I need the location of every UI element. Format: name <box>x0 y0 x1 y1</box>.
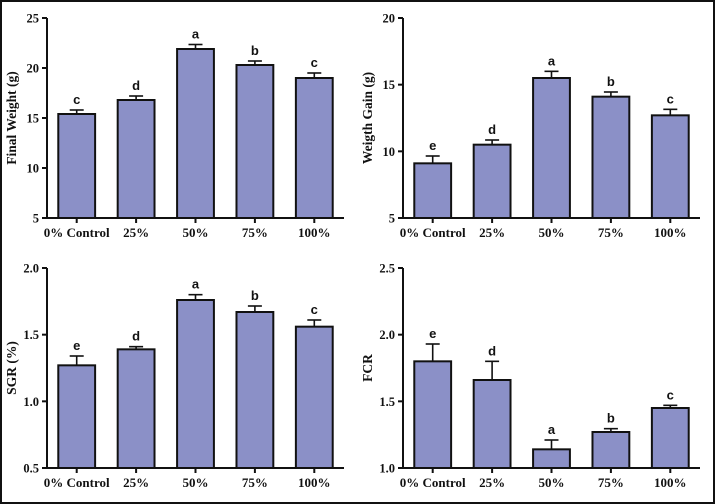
sig-letter: c <box>666 91 673 106</box>
x-category-label: 75% <box>598 225 624 240</box>
sig-letter: b <box>607 411 615 426</box>
bar-75% <box>591 431 631 469</box>
bar-25% <box>472 379 512 469</box>
x-category-label: 50% <box>183 225 209 240</box>
y-tick-label: 2.0 <box>24 262 40 276</box>
bar-25% <box>116 348 156 469</box>
sig-letter: c <box>73 92 80 107</box>
bar-0% Control <box>413 360 452 469</box>
x-category-label: 0% Control <box>44 225 110 240</box>
sig-letter: b <box>251 288 259 303</box>
x-category-label: 50% <box>538 475 564 490</box>
sig-letter: e <box>73 338 80 353</box>
bar-0% Control <box>57 364 97 469</box>
x-category-label: 75% <box>242 225 268 240</box>
x-category-label: 100% <box>298 225 331 240</box>
y-tick-label: 15 <box>382 78 395 92</box>
sig-letter: e <box>429 138 436 153</box>
y-axis-label: Weigth Gain (g) <box>360 72 375 164</box>
x-category-label: 25% <box>479 475 505 490</box>
x-category-label: 100% <box>654 225 687 240</box>
y-tick-label: 15 <box>27 112 40 126</box>
x-category-label: 75% <box>242 475 268 490</box>
sig-letter: c <box>311 302 318 317</box>
weight-gain-chart: 5 10 15 20 Weigth Gain (g) e 0% Control d 25% a 50… <box>360 12 700 240</box>
sig-letter: c <box>666 387 673 402</box>
y-tick-label: 1.0 <box>379 462 395 476</box>
x-category-label: 0% Control <box>400 225 466 240</box>
x-category-label: 0% Control <box>400 475 466 490</box>
bar-0% Control <box>57 113 97 219</box>
bar-75% <box>591 95 631 219</box>
y-axis-label: FCR <box>360 354 375 382</box>
x-category-label: 0% Control <box>44 475 110 490</box>
bar-0% Control <box>413 162 452 219</box>
x-category-label: 25% <box>123 225 149 240</box>
y-axis-label: Final Weight (g) <box>4 71 19 165</box>
sig-letter: a <box>548 53 556 68</box>
x-category-label: 25% <box>479 225 505 240</box>
y-tick-label: 1.5 <box>379 395 395 409</box>
x-category-label: 75% <box>598 475 624 490</box>
sig-letter: b <box>607 74 615 89</box>
bar-50% <box>176 48 216 219</box>
x-category-label: 100% <box>654 475 687 490</box>
bar-100% <box>650 114 690 219</box>
sig-letter: d <box>132 329 140 344</box>
panel-final-weight: 5 10 15 20 25 Final Weight (g) c 0% Control d 25%… <box>2 2 358 252</box>
panel-weight-gain: 5 10 15 20 Weigth Gain (g) e 0% Control d 25% a 50… <box>358 2 714 252</box>
y-tick-label: 20 <box>27 62 40 76</box>
sig-letter: d <box>488 122 496 137</box>
bar-100% <box>650 407 690 469</box>
y-tick-label: 1.0 <box>24 395 40 409</box>
y-tick-label: 2.0 <box>379 328 395 342</box>
bar-75% <box>235 64 275 219</box>
bar-100% <box>295 325 334 469</box>
bar-75% <box>235 311 275 469</box>
final-weight-chart: 5 10 15 20 25 Final Weight (g) c 0% Control d 25%… <box>4 12 345 240</box>
sig-letter: a <box>192 277 200 292</box>
y-tick-label: 5 <box>33 212 39 226</box>
sig-letter: d <box>132 78 140 93</box>
y-tick-label: 20 <box>382 12 395 26</box>
y-axis-label: SGR (%) <box>4 341 19 395</box>
bar-50% <box>531 448 571 469</box>
sig-letter: c <box>311 55 318 70</box>
panel-fcr: 1.0 1.5 2.0 2.5 FCR e 0% Control d 25% a 50% b 75% c 1… <box>358 252 714 502</box>
sig-letter: a <box>548 422 556 437</box>
fcr-chart: 1.0 1.5 2.0 2.5 FCR e 0% Control d 25% a 50% b 75% c 1… <box>360 262 700 490</box>
bar-25% <box>472 143 512 220</box>
y-tick-label: 25 <box>27 12 40 26</box>
x-category-label: 100% <box>298 475 331 490</box>
sig-letter: d <box>488 343 496 358</box>
bar-25% <box>116 99 156 219</box>
y-tick-label: 5 <box>389 212 395 226</box>
x-category-label: 25% <box>123 475 149 490</box>
bar-50% <box>176 299 216 469</box>
y-tick-label: 10 <box>382 145 395 159</box>
panel-sgr: 0.5 1.0 1.5 2.0 SGR (%) e 0% Control d 25% a 50% b 7… <box>2 252 358 502</box>
y-tick-label: 10 <box>27 162 40 176</box>
x-category-label: 50% <box>183 475 209 490</box>
y-tick-label: 1.5 <box>24 328 40 342</box>
y-tick-label: 2.5 <box>379 262 395 276</box>
x-category-label: 50% <box>538 225 564 240</box>
sgr-chart: 0.5 1.0 1.5 2.0 SGR (%) e 0% Control d 25% a 50% b 7… <box>4 262 345 490</box>
bar-100% <box>295 77 334 219</box>
sig-letter: a <box>192 27 200 42</box>
bar-50% <box>531 77 571 219</box>
sig-letter: e <box>429 326 436 341</box>
sig-letter: b <box>251 43 259 58</box>
y-tick-label: 0.5 <box>24 462 40 476</box>
